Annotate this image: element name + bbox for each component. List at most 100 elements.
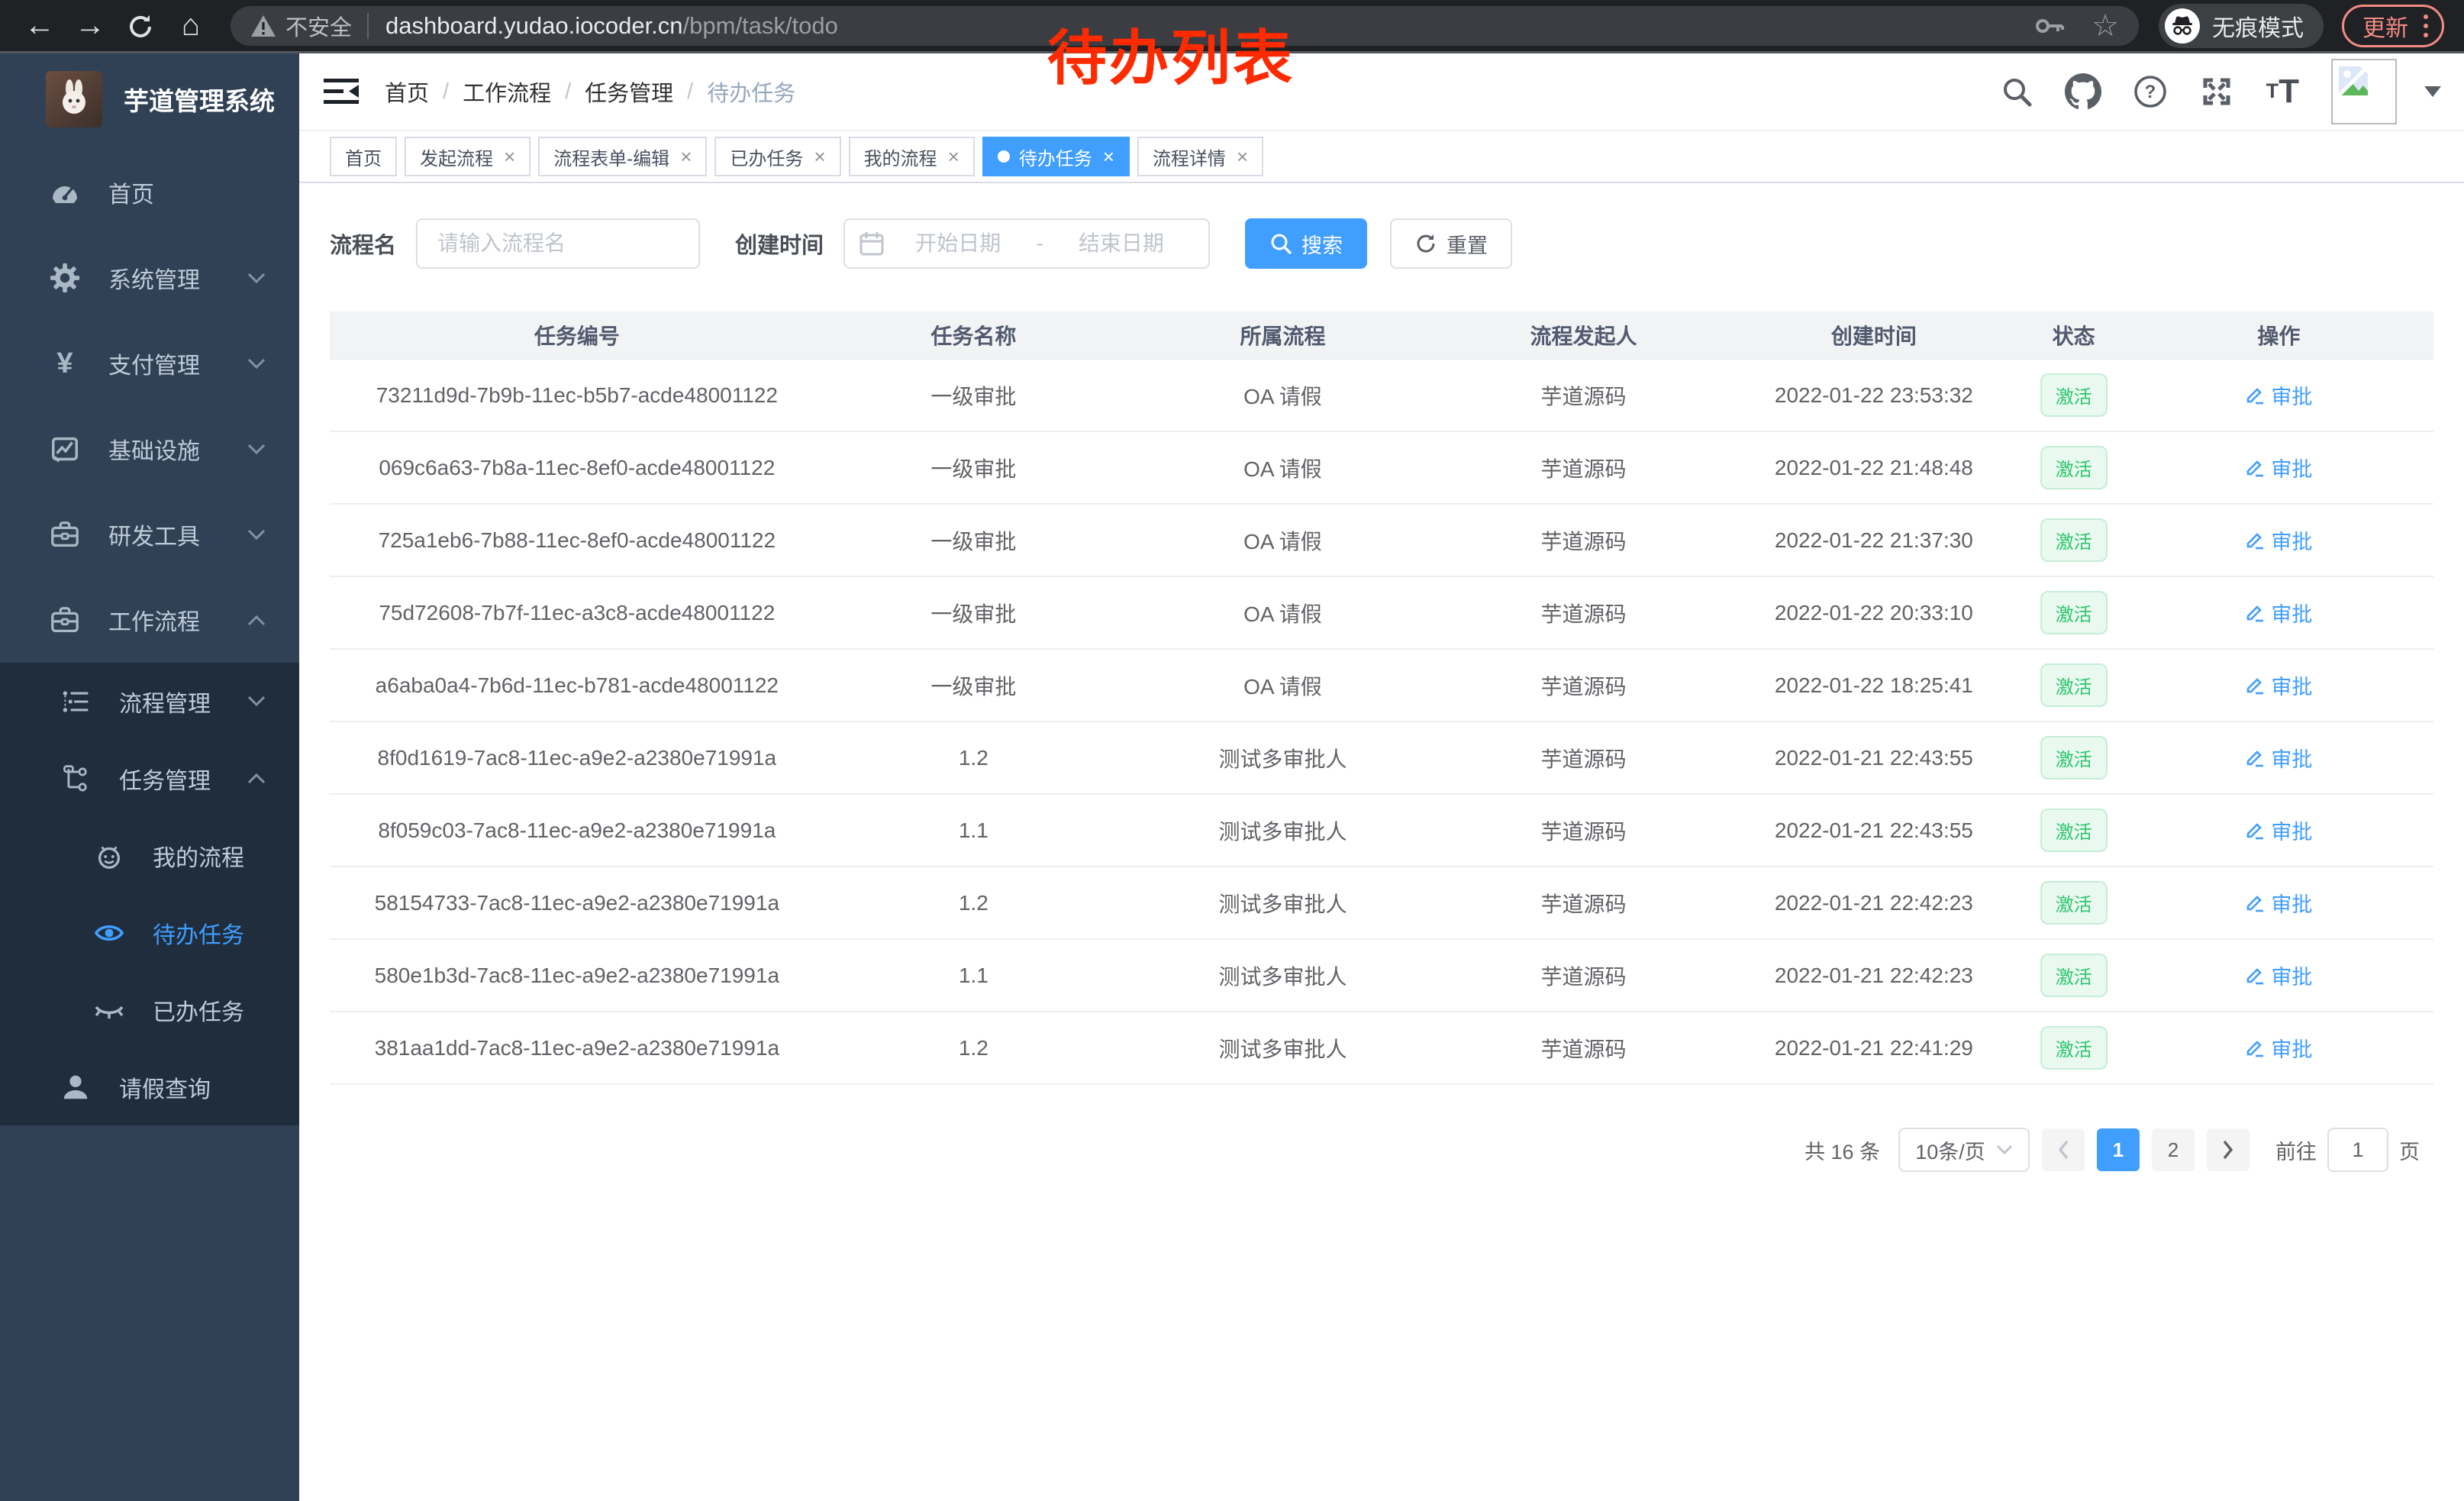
edit-pen-icon bbox=[2247, 460, 2264, 477]
close-icon[interactable]: × bbox=[947, 145, 959, 168]
approve-link[interactable]: 审批 bbox=[2245, 525, 2312, 555]
chevron-up-icon bbox=[247, 615, 266, 626]
approve-link[interactable]: 审批 bbox=[2245, 453, 2312, 483]
close-icon[interactable]: × bbox=[504, 145, 516, 168]
chevron-down-icon bbox=[247, 529, 266, 541]
browser-toolbar: ← → ⌂ 不安全 dashboard.yudao.iocoder.cn /bp… bbox=[0, 0, 2464, 53]
tab-流程表单-编辑[interactable]: 流程表单-编辑 × bbox=[538, 137, 708, 176]
sidebar-item-我的流程[interactable]: 我的流程 bbox=[0, 817, 299, 894]
menu-kebab-icon[interactable] bbox=[2424, 14, 2428, 37]
fullscreen-icon[interactable] bbox=[2199, 74, 2234, 109]
prev-page-button[interactable] bbox=[2042, 1128, 2085, 1171]
sidebar-item-任务管理[interactable]: 任务管理 bbox=[0, 740, 299, 817]
sidebar-item-基础设施[interactable]: 基础设施 bbox=[0, 406, 299, 492]
reset-button[interactable]: 重置 bbox=[1390, 218, 1513, 269]
toolbox-icon bbox=[47, 517, 82, 552]
logo-rabbit-image bbox=[46, 71, 102, 128]
status-badge: 激活 bbox=[2040, 736, 2108, 780]
yen-icon: ¥ bbox=[56, 347, 73, 379]
tasks-table: 任务编号 任务名称 所属流程 流程发起人 创建时间 状态 操作 73211d9d-7b9b-… bbox=[330, 311, 2433, 1085]
avatar-caret-icon[interactable] bbox=[2424, 86, 2441, 97]
column-header: 任务名称 bbox=[824, 311, 1123, 359]
approve-link[interactable]: 审批 bbox=[2245, 815, 2312, 845]
breadcrumb-item[interactable]: 首页 bbox=[385, 82, 430, 106]
page-size-select[interactable]: 10条/页 bbox=[1898, 1128, 2030, 1172]
goto-suffix: 页 bbox=[2399, 1140, 2420, 1164]
calendar-icon bbox=[859, 232, 884, 256]
column-header: 所属流程 bbox=[1123, 311, 1443, 359]
chevron-down-icon bbox=[247, 444, 266, 455]
approve-link[interactable]: 审批 bbox=[2245, 598, 2312, 628]
avatar[interactable] bbox=[2331, 59, 2397, 124]
date-range-picker[interactable]: - bbox=[843, 218, 1211, 269]
column-header: 创建时间 bbox=[1724, 311, 2024, 359]
incognito-icon bbox=[2165, 8, 2200, 44]
breadcrumb-item[interactable]: 工作流程 bbox=[463, 82, 552, 106]
goto-label: 前往 bbox=[2275, 1140, 2317, 1164]
address-bar[interactable]: 不安全 dashboard.yudao.iocoder.cn /bpm/task… bbox=[231, 5, 2139, 46]
url-host: dashboard.yudao.iocoder.cn bbox=[385, 11, 683, 39]
approve-link[interactable]: 审批 bbox=[2245, 960, 2312, 990]
breadcrumb-separator: / bbox=[443, 79, 450, 104]
search-button[interactable]: 搜索 bbox=[1245, 218, 1368, 269]
sidebar-item-系统管理[interactable]: 系统管理 bbox=[0, 235, 299, 321]
close-icon[interactable]: × bbox=[680, 145, 692, 168]
table-row: 580e1b3d-7ac8-11ec-a9e2-a2380e71991a 1.1… bbox=[330, 939, 2433, 1012]
process-name-label: 流程名 bbox=[330, 234, 397, 258]
column-header: 任务编号 bbox=[330, 311, 824, 359]
tab-待办任务[interactable]: 待办任务 × bbox=[982, 137, 1130, 176]
approve-link[interactable]: 审批 bbox=[2245, 888, 2312, 918]
approve-link[interactable]: 审批 bbox=[2245, 743, 2312, 773]
update-label: 更新 bbox=[2362, 15, 2408, 41]
tab-已办任务[interactable]: 已办任务 × bbox=[714, 137, 841, 176]
logo-row[interactable]: 芋道管理系统 bbox=[0, 53, 299, 145]
edit-pen-icon bbox=[2247, 1041, 2264, 1057]
tab-首页[interactable]: 首页 bbox=[330, 137, 397, 176]
sidebar-item-已办任务[interactable]: 已办任务 bbox=[0, 971, 299, 1048]
password-key-icon[interactable] bbox=[2035, 16, 2066, 36]
tab-流程详情[interactable]: 流程详情 × bbox=[1137, 137, 1264, 176]
approve-link[interactable]: 审批 bbox=[2245, 670, 2312, 700]
search-icon[interactable] bbox=[2001, 76, 2033, 108]
sidebar-item-请假查询[interactable]: 请假查询 bbox=[0, 1048, 299, 1125]
bookmark-star-icon[interactable]: ☆ bbox=[2091, 8, 2119, 43]
sidebar-item-支付管理[interactable]: ¥ 支付管理 bbox=[0, 321, 299, 406]
close-icon[interactable]: × bbox=[1102, 145, 1114, 168]
gear-icon bbox=[47, 260, 82, 295]
close-icon[interactable]: × bbox=[1236, 145, 1249, 168]
sidebar-collapse-icon[interactable] bbox=[324, 76, 359, 108]
next-page-button[interactable] bbox=[2207, 1128, 2250, 1171]
page-button-2[interactable]: 2 bbox=[2152, 1128, 2195, 1171]
start-date-input[interactable] bbox=[885, 231, 1032, 256]
tab-发起流程[interactable]: 发起流程 × bbox=[405, 137, 531, 176]
update-button[interactable]: 更新 bbox=[2342, 4, 2444, 47]
end-date-input[interactable] bbox=[1047, 231, 1195, 256]
close-icon[interactable]: × bbox=[814, 145, 826, 168]
sidebar-item-待办任务[interactable]: 待办任务 bbox=[0, 894, 299, 971]
approve-link[interactable]: 审批 bbox=[2245, 380, 2312, 410]
back-icon[interactable]: ← bbox=[24, 8, 55, 42]
process-name-input[interactable] bbox=[416, 218, 701, 269]
breadcrumb-item[interactable]: 任务管理 bbox=[585, 82, 674, 106]
sidebar-item-流程管理[interactable]: 流程管理 bbox=[0, 663, 299, 740]
page-button-1[interactable]: 1 bbox=[2097, 1128, 2140, 1171]
help-icon[interactable]: ? bbox=[2133, 75, 2167, 108]
reload-icon[interactable] bbox=[121, 8, 160, 43]
table-header-row: 任务编号 任务名称 所属流程 流程发起人 创建时间 状态 操作 bbox=[330, 311, 2433, 359]
tab-我的流程[interactable]: 我的流程 × bbox=[848, 137, 975, 176]
sidebar-item-研发工具[interactable]: 研发工具 bbox=[0, 492, 299, 577]
github-icon[interactable] bbox=[2064, 73, 2101, 110]
chevron-up-icon bbox=[247, 773, 266, 784]
sidebar-item-工作流程[interactable]: 工作流程 bbox=[0, 577, 299, 663]
sidebar-item-首页[interactable]: 首页 bbox=[0, 150, 299, 235]
svg-text:?: ? bbox=[2144, 82, 2156, 102]
goto-page-input[interactable] bbox=[2327, 1128, 2388, 1172]
refresh-icon bbox=[1417, 234, 1435, 253]
home-icon[interactable]: ⌂ bbox=[181, 8, 201, 42]
approve-link[interactable]: 审批 bbox=[2245, 1033, 2312, 1063]
column-header: 状态 bbox=[2023, 311, 2124, 359]
forward-icon[interactable]: → bbox=[75, 8, 105, 42]
